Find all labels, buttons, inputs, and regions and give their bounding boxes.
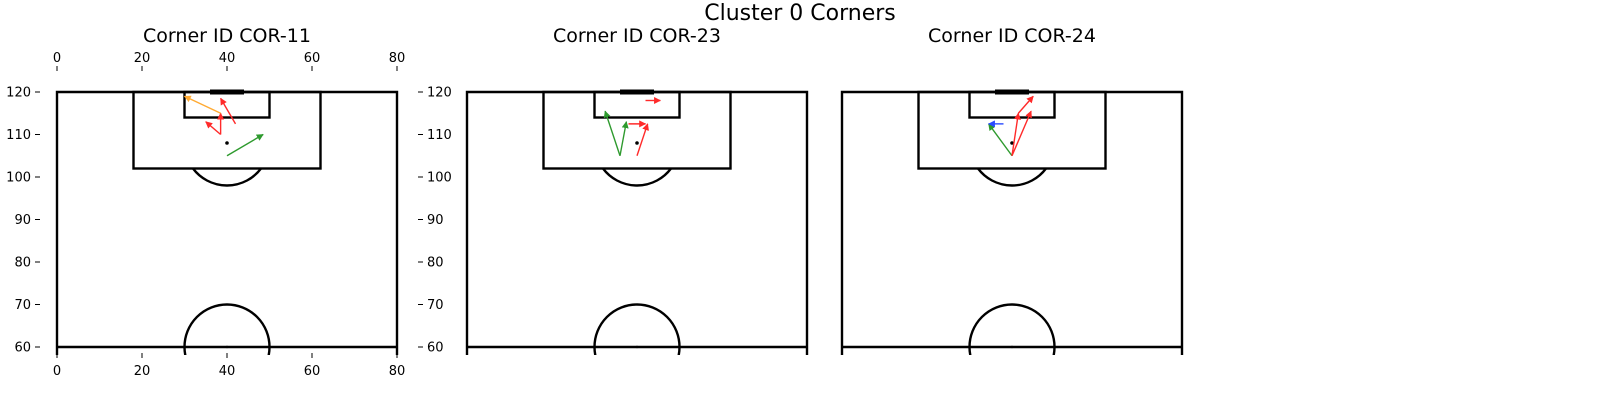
x-tick-label-bottom: 40	[219, 364, 236, 379]
y-tick-label-right: 120	[427, 86, 452, 101]
penalty-arc	[977, 167, 1047, 187]
pass-arrow-green	[988, 123, 1013, 157]
penalty-area	[132, 90, 322, 170]
penalty-spot	[1010, 141, 1014, 145]
x-tick-label-top: 20	[134, 51, 151, 66]
centre-spot	[225, 345, 229, 349]
figure-title: Cluster 0 Corners	[704, 1, 896, 26]
pass-arrow-orange	[183, 95, 221, 114]
penalty-area	[542, 90, 732, 170]
six-yard-box	[593, 90, 681, 119]
pass-arrow-red	[205, 121, 222, 136]
pitch-panel-3: Corner ID COR-24	[840, 25, 1184, 355]
panels: Corner ID COR-11 0 0 20 20 40 40 60 60 80 80 120 120…	[6, 25, 1184, 379]
pitch-panel-2: Corner ID COR-23	[465, 25, 809, 355]
penalty-arc	[192, 167, 262, 187]
x-tick-label-top: 60	[304, 51, 321, 66]
pitch-lines	[55, 89, 399, 355]
x-tick-label-top: 80	[389, 51, 406, 66]
penalty-spot	[225, 141, 229, 145]
y-tick-label-right: 60	[427, 341, 444, 356]
y-tick-label-right: 90	[427, 213, 444, 228]
penalty-arc	[602, 167, 672, 187]
panel-title: Corner ID COR-11	[143, 25, 311, 47]
x-tick-label-bottom: 20	[134, 364, 151, 379]
y-tick-label-left: 100	[6, 171, 31, 186]
x-tick-label-bottom: 80	[389, 364, 406, 379]
panel-title: Corner ID COR-24	[928, 25, 1096, 47]
pass-arrow-green	[226, 133, 264, 157]
y-tick-label-right: 100	[427, 171, 452, 186]
touchlines	[55, 90, 399, 355]
x-tick-label-top: 0	[53, 51, 61, 66]
penalty-spot	[635, 141, 639, 145]
pitch-panel-1: Corner ID COR-11 0 0 20 20 40 40 60 60 80 80 120 120…	[6, 25, 452, 379]
y-tick-label-left: 60	[14, 341, 31, 356]
y-tick-label-left: 110	[6, 128, 31, 143]
touchlines	[840, 90, 1184, 355]
pass-arrow-red	[220, 97, 237, 125]
six-yard-box	[968, 90, 1056, 119]
x-tick-label-bottom: 0	[53, 364, 61, 379]
pass-arrow-green	[603, 110, 621, 156]
centre-circle	[593, 303, 681, 355]
y-tick-label-right: 80	[427, 256, 444, 271]
pitch-lines	[840, 89, 1184, 355]
x-tick-label-bottom: 60	[304, 364, 321, 379]
y-tick-label-left: 90	[14, 213, 31, 228]
centre-circle	[968, 303, 1056, 355]
pitch-lines	[465, 89, 809, 355]
y-tick-label-left: 120	[6, 86, 31, 101]
pass-arrow-red	[1017, 95, 1034, 114]
centre-spot	[1010, 345, 1014, 349]
panel-title: Corner ID COR-23	[553, 25, 721, 47]
x-tick-label-top: 40	[219, 51, 236, 66]
y-tick-label-left: 70	[14, 298, 31, 313]
pass-arrow-green	[619, 121, 629, 156]
pass-arrow-red	[636, 123, 649, 156]
pass-arrow-red	[1011, 110, 1032, 157]
y-tick-label-right: 110	[427, 128, 452, 143]
penalty-area	[917, 90, 1107, 170]
y-tick-label-left: 80	[14, 256, 31, 271]
pass-arrow-red	[1011, 112, 1021, 156]
y-tick-label-right: 70	[427, 298, 444, 313]
centre-spot	[635, 345, 639, 349]
centre-circle	[183, 303, 271, 355]
six-yard-box	[183, 90, 271, 119]
touchlines	[465, 90, 809, 355]
